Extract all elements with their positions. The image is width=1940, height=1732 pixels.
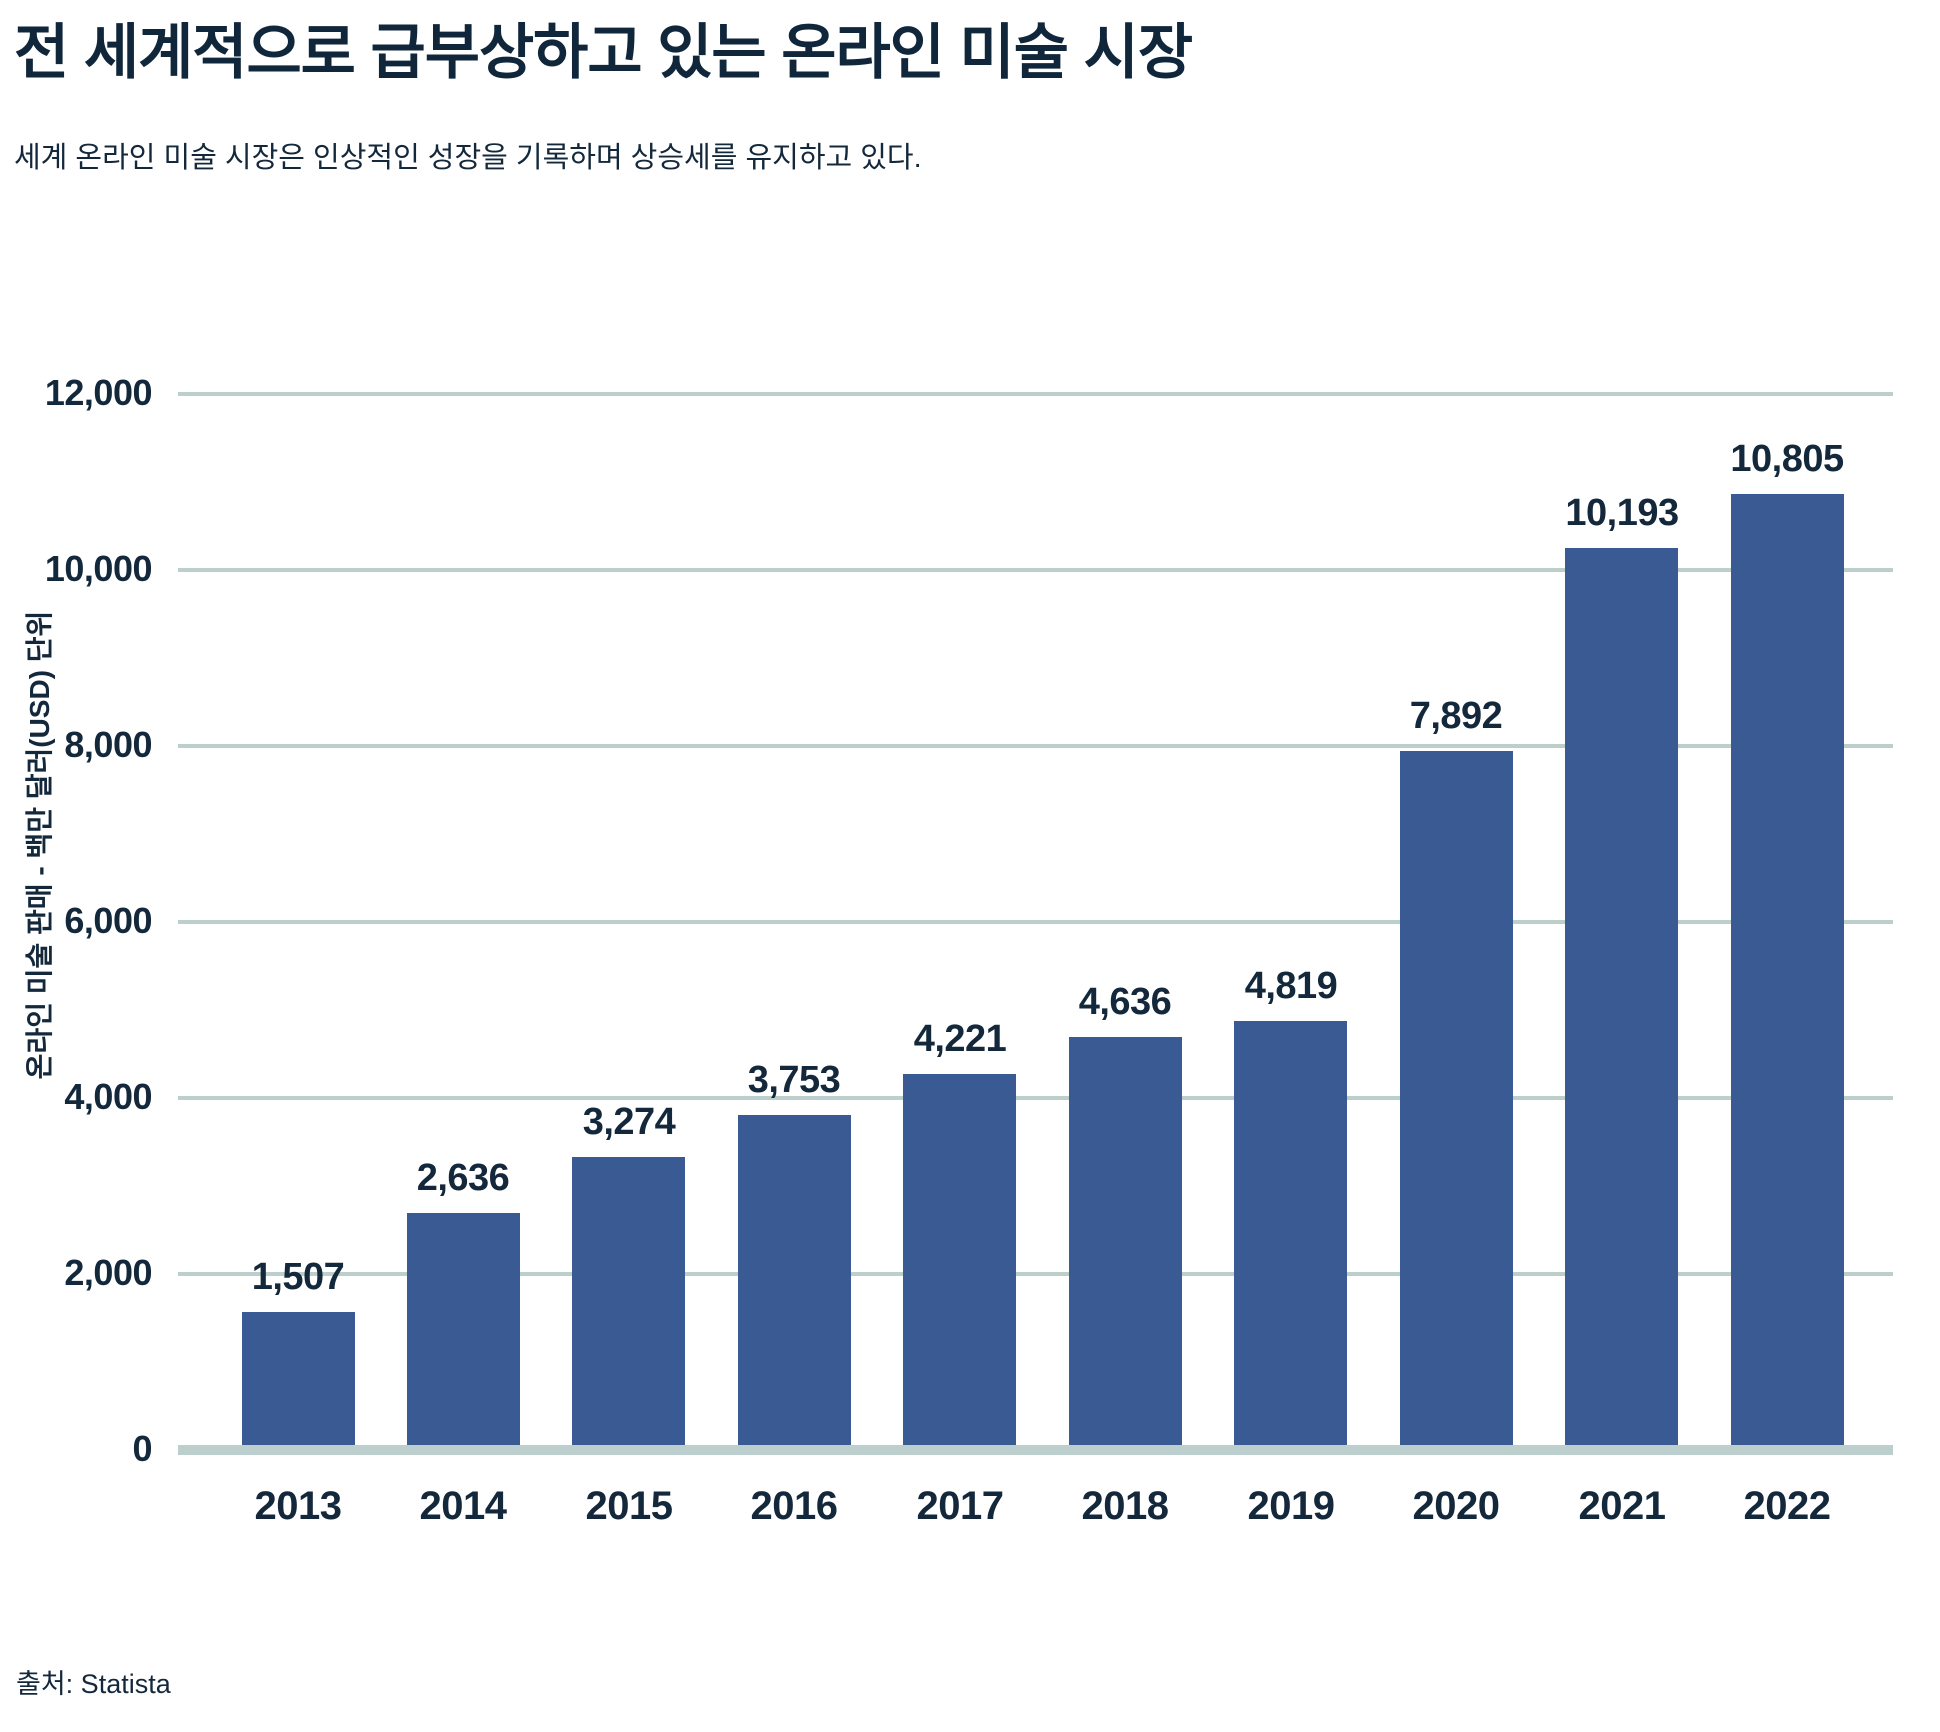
- bar-2017: [903, 1074, 1016, 1445]
- x-tick-label: 2018: [1081, 1484, 1169, 1528]
- gridline: [178, 1272, 1893, 1276]
- bar-value-label: 4,819: [1244, 965, 1338, 1007]
- bar-value-label: 3,753: [747, 1059, 841, 1101]
- bar-2016: [738, 1115, 851, 1445]
- bar-2020: [1400, 751, 1513, 1445]
- source-credit: 출처: Statista: [16, 1669, 171, 1699]
- gridline: [178, 920, 1893, 924]
- x-tick-label: 2013: [254, 1484, 342, 1528]
- bar-value-label: 1,507: [251, 1256, 345, 1298]
- y-tick-label: 8,000: [64, 724, 152, 765]
- page-subtitle: 세계 온라인 미술 시장은 인상적인 성장을 기록하며 상승세를 유지하고 있다…: [14, 142, 922, 174]
- y-tick-label: 4,000: [64, 1076, 152, 1117]
- x-tick-label: 2014: [419, 1484, 507, 1528]
- bar-value-label: 10,193: [1565, 492, 1679, 534]
- y-axis-title: 온라인 미술 판매 - 백만 달러(USD) 단위: [24, 610, 55, 1080]
- bar-2018: [1069, 1037, 1182, 1445]
- y-tick-label: 0: [132, 1428, 152, 1469]
- bar-value-label: 3,274: [582, 1101, 676, 1143]
- bar-2021: [1565, 548, 1678, 1445]
- bar-2019: [1234, 1021, 1347, 1445]
- gridline: [178, 1096, 1893, 1100]
- x-tick-label: 2022: [1743, 1484, 1831, 1528]
- bar-2022: [1731, 494, 1844, 1445]
- x-tick-label: 2021: [1578, 1484, 1666, 1528]
- x-tick-label: 2016: [750, 1484, 838, 1528]
- gridline: [178, 568, 1893, 572]
- bar-value-label: 4,221: [913, 1018, 1007, 1060]
- bar-value-label: 10,805: [1730, 438, 1844, 480]
- y-tick-label: 12,000: [44, 372, 153, 413]
- y-tick-label: 6,000: [64, 900, 152, 941]
- bar-value-label: 4,636: [1078, 981, 1172, 1023]
- bar-2015: [572, 1157, 685, 1445]
- y-tick-label: 10,000: [44, 548, 153, 589]
- x-tick-label: 2015: [585, 1484, 673, 1528]
- bar-2013: [242, 1312, 355, 1445]
- page-title: 전 세계적으로 급부상하고 있는 온라인 미술 시장: [14, 19, 1193, 86]
- bar-value-label: 2,636: [416, 1157, 510, 1199]
- y-tick-label: 2,000: [64, 1252, 152, 1293]
- x-tick-label: 2017: [916, 1484, 1004, 1528]
- bar-2014: [407, 1213, 520, 1445]
- gridline: [178, 392, 1893, 396]
- bar-value-label: 7,892: [1409, 695, 1503, 737]
- gridline: [178, 744, 1893, 748]
- x-axis-baseline: [178, 1445, 1893, 1455]
- x-tick-label: 2020: [1412, 1484, 1500, 1528]
- x-tick-label: 2019: [1247, 1484, 1335, 1528]
